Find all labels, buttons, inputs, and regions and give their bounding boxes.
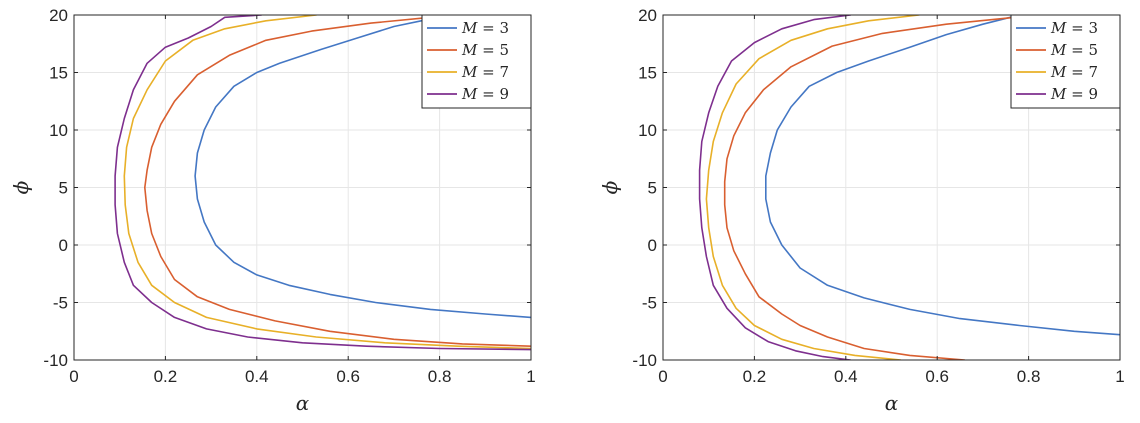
series-group xyxy=(114,15,531,351)
legend-box xyxy=(1010,14,1121,109)
legend-entry-value: = 3 xyxy=(477,19,509,37)
x-tick-label: 0 xyxy=(69,367,78,386)
y-tick-label: -5 xyxy=(53,294,68,313)
legend-entry-variable: M xyxy=(461,19,478,37)
legend-entry-value: = 9 xyxy=(1066,85,1098,103)
legend-entry-m9: M = 9 xyxy=(461,85,509,103)
x-tick-label: 0.4 xyxy=(245,367,269,386)
y-tick-label: 0 xyxy=(648,236,657,255)
series-line-m9 xyxy=(698,15,852,360)
y-tick-label: 20 xyxy=(638,6,657,25)
y-tick-label: 15 xyxy=(638,64,657,83)
y-tick-label: 10 xyxy=(49,121,68,140)
legend-entry-variable: M xyxy=(1050,19,1067,37)
legend-entry-value: = 5 xyxy=(1066,41,1098,59)
series-line-m9 xyxy=(114,15,531,351)
y-tick-label: 5 xyxy=(59,179,68,198)
x-tick-label: 1 xyxy=(526,367,535,386)
series-group xyxy=(698,15,1120,360)
legend-entry-m5: M = 5 xyxy=(461,41,509,59)
legend: M = 3M = 5M = 7M = 9 xyxy=(421,14,532,109)
x-axis-label: α xyxy=(885,391,899,415)
legend-entry-value: = 7 xyxy=(477,63,509,81)
x-tick-label: 0.8 xyxy=(428,367,452,386)
y-tick-label: 5 xyxy=(648,179,657,198)
y-tick-label: -10 xyxy=(632,351,657,370)
x-tick-label: 0.4 xyxy=(834,367,858,386)
legend-entry-m3: M = 3 xyxy=(1050,19,1098,37)
x-axis-label: α xyxy=(296,391,310,415)
x-tick-label: 1 xyxy=(1115,367,1124,386)
y-axis-label: ϕ xyxy=(9,180,33,194)
legend-entry-variable: M xyxy=(1050,85,1067,103)
legend-entry-variable: M xyxy=(1050,63,1067,81)
legend-entry-m9: M = 9 xyxy=(1050,85,1098,103)
y-tick-label: 0 xyxy=(59,236,68,255)
legend-entry-value: = 5 xyxy=(477,41,509,59)
series-line-m7 xyxy=(705,15,920,360)
legend: M = 3M = 5M = 7M = 9 xyxy=(1010,14,1121,109)
legend-entry-value: = 9 xyxy=(477,85,509,103)
legend-entry-variable: M xyxy=(461,63,478,81)
legend-entry-variable: M xyxy=(1050,41,1067,59)
series-line-m5 xyxy=(723,16,1016,360)
x-tick-label: 0 xyxy=(658,367,667,386)
y-tick-label: -5 xyxy=(642,294,657,313)
legend-entry-value: = 3 xyxy=(1066,19,1098,37)
x-tick-label: 0.6 xyxy=(336,367,360,386)
series-line-m7 xyxy=(123,15,531,350)
series-line-m3 xyxy=(194,20,531,319)
y-tick-label: 20 xyxy=(49,6,68,25)
series-line-m5 xyxy=(144,16,531,347)
legend-entry-variable: M xyxy=(461,41,478,59)
legend-entry-m3: M = 3 xyxy=(461,19,509,37)
y-tick-label: 15 xyxy=(49,64,68,83)
legend-entry-m7: M = 7 xyxy=(1050,63,1098,81)
x-tick-label: 0.2 xyxy=(154,367,178,386)
legend-entry-m7: M = 7 xyxy=(461,63,509,81)
y-axis-label: ϕ xyxy=(598,180,622,194)
y-tick-label: 10 xyxy=(638,121,657,140)
x-tick-label: 0.8 xyxy=(1017,367,1041,386)
legend-entry-m5: M = 5 xyxy=(1050,41,1098,59)
legend-entry-value: = 7 xyxy=(1066,63,1098,81)
legend-entry-variable: M xyxy=(461,85,478,103)
x-tick-label: 0.2 xyxy=(743,367,767,386)
legend-box xyxy=(421,14,532,109)
x-tick-label: 0.6 xyxy=(925,367,949,386)
y-tick-label: -10 xyxy=(43,351,68,370)
series-line-m3 xyxy=(765,16,1120,336)
